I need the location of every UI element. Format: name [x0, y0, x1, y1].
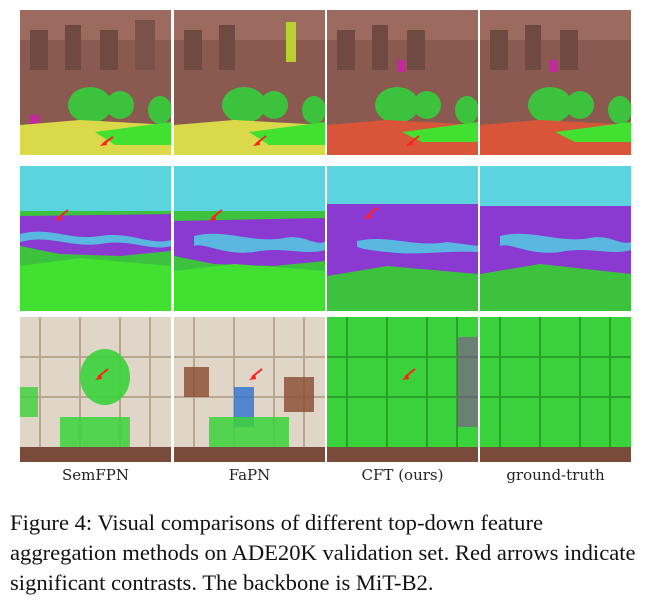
row2-cft-image [327, 166, 478, 311]
row3-groundtruth-image [480, 317, 631, 462]
row2-groundtruth-image [480, 166, 631, 311]
row3-semfpn-image [20, 317, 171, 462]
row2-semfpn-image [20, 166, 171, 311]
row2-fapn-image [174, 166, 325, 311]
row1-fapn-image [174, 10, 325, 155]
row3-fapn-image [174, 317, 325, 462]
figure-caption: Figure 4: Visual comparisons of differen… [10, 510, 636, 595]
row1-cft-image [327, 10, 478, 155]
column-label-fapn: FaPN [228, 466, 271, 484]
column-label-semfpn: SemFPN [61, 466, 129, 484]
row1-semfpn-image [20, 10, 171, 155]
row3-cft-image [327, 317, 478, 462]
row1-groundtruth-image [480, 10, 631, 155]
column-label-groundtruth: ground-truth [506, 466, 605, 484]
column-label-cft: CFT (ours) [361, 466, 444, 484]
figure-grid: SemFPN FaPN CFT (ours) ground-truth [20, 10, 631, 484]
